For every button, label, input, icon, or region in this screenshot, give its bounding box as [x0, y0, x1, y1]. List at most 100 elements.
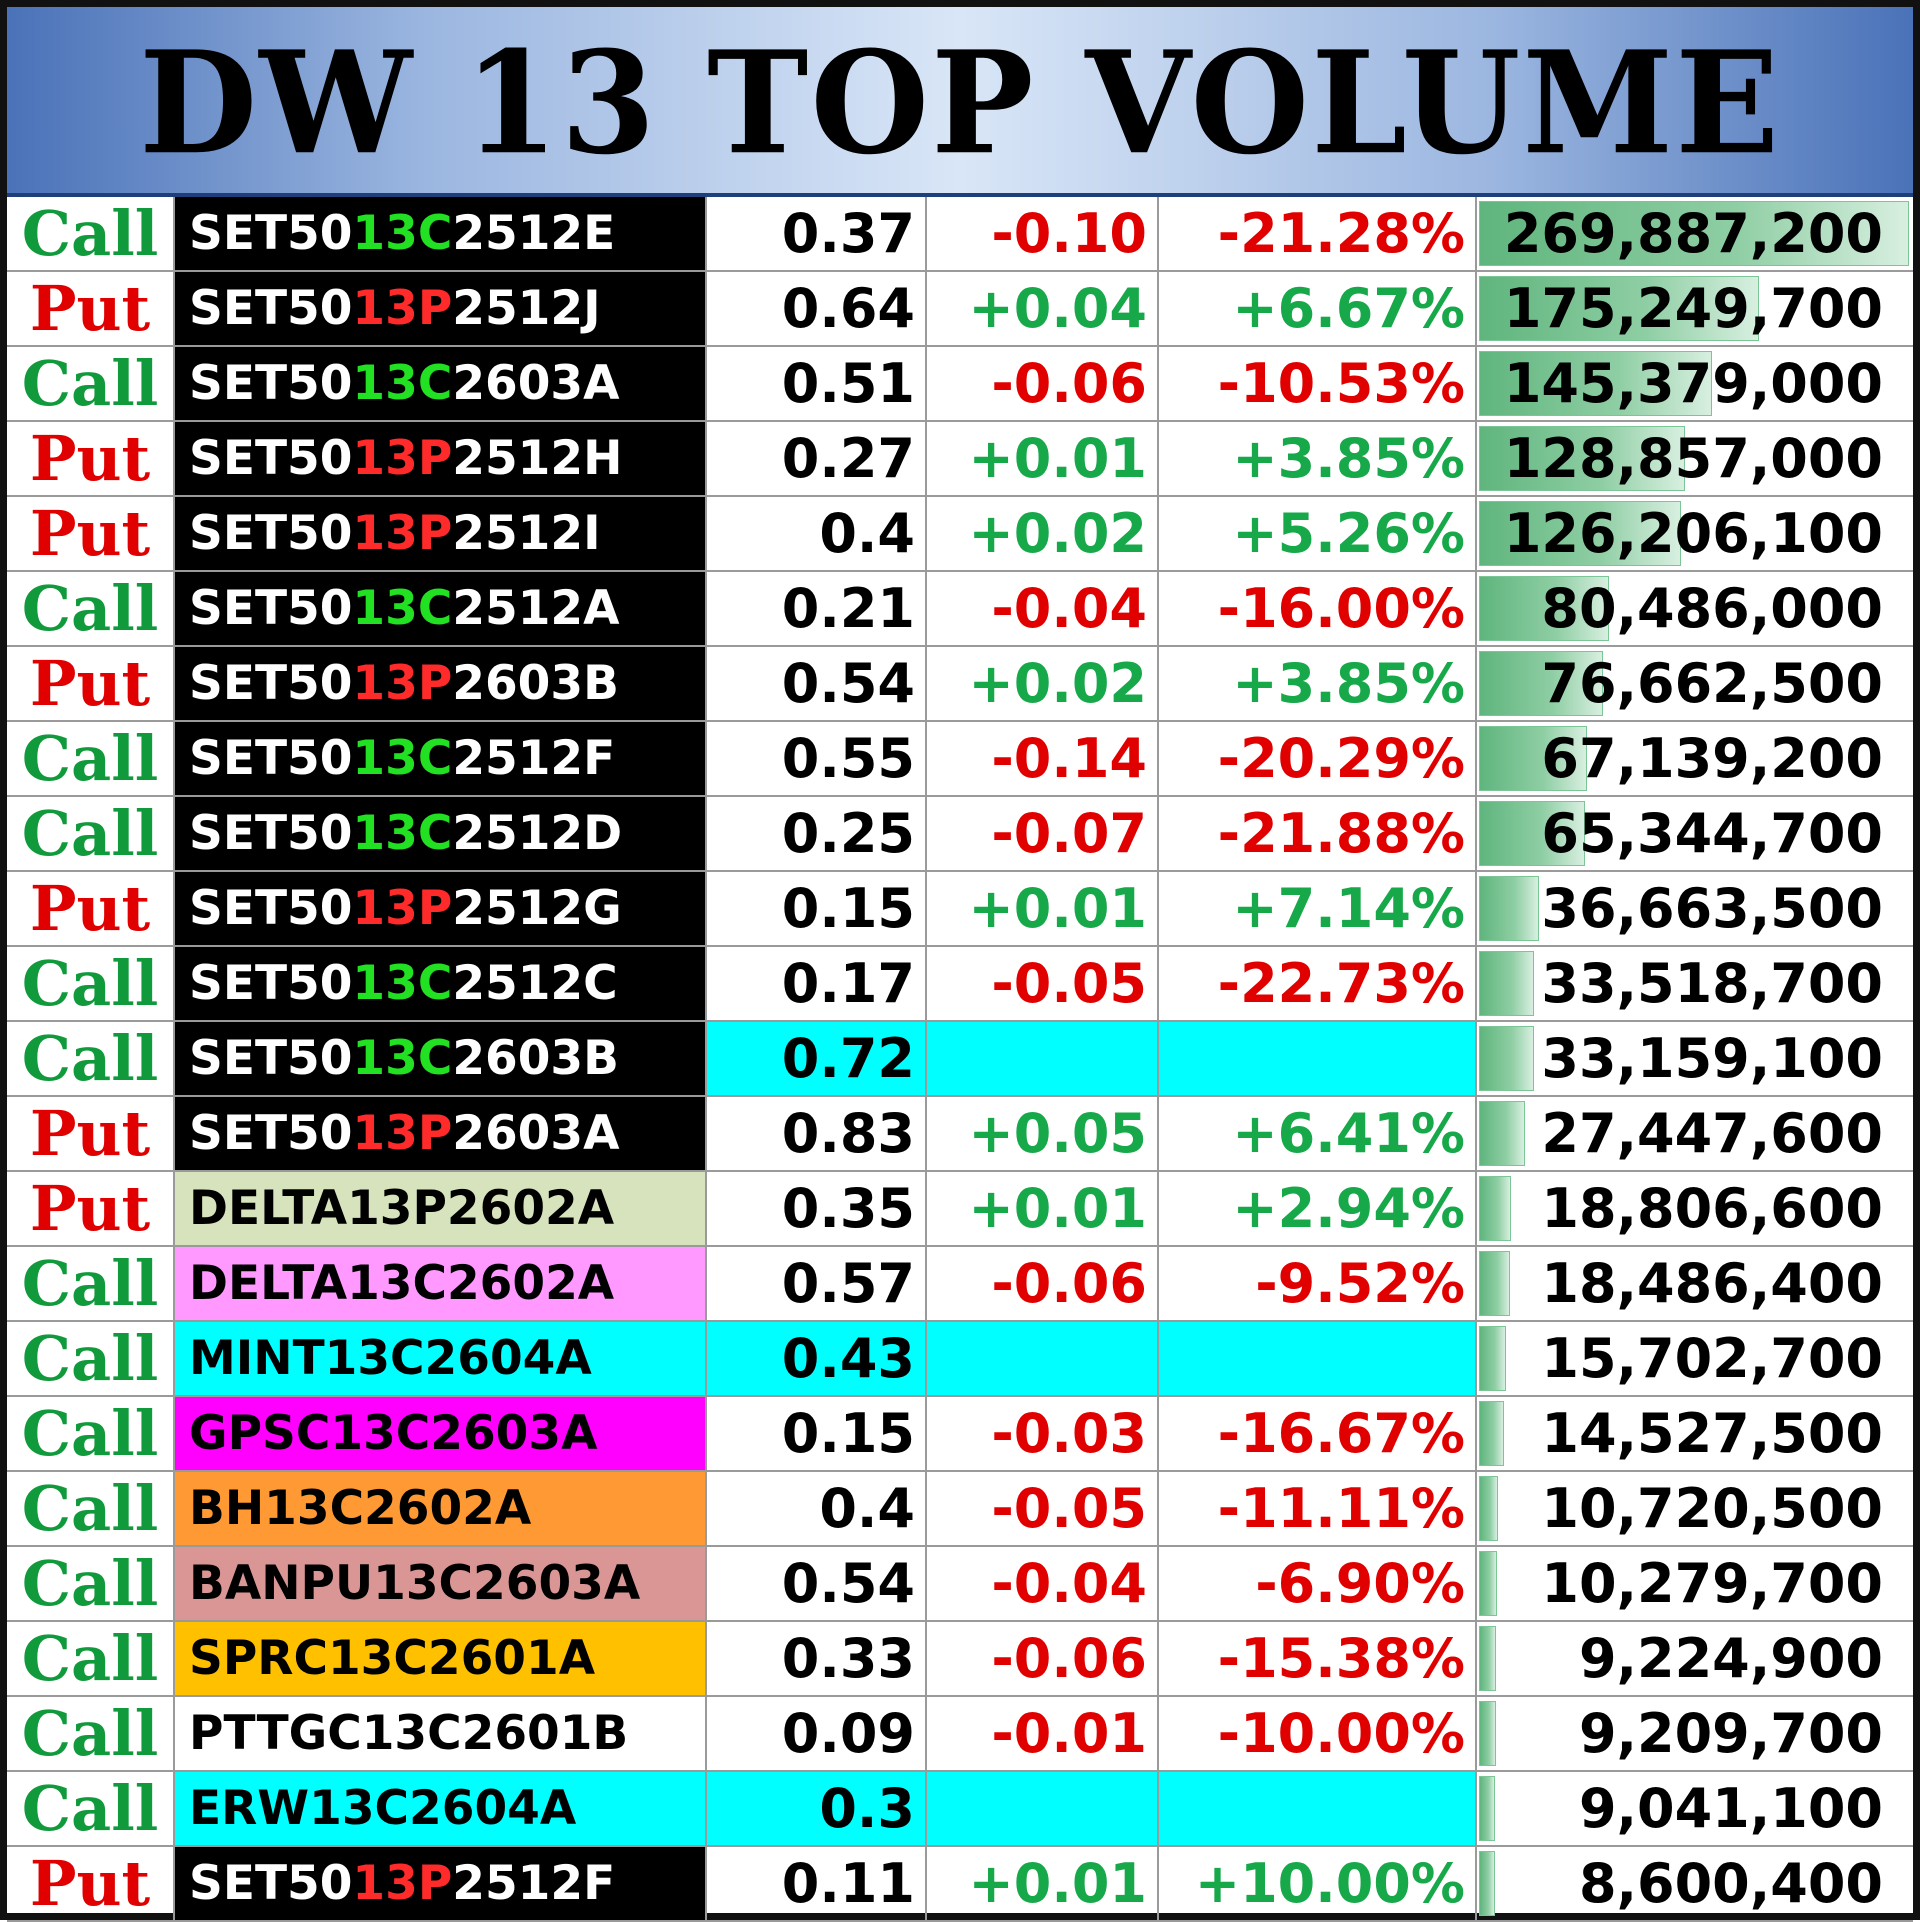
volume-value: 65,344,700 — [1541, 802, 1883, 865]
price-cell: 0.3 — [707, 1772, 927, 1845]
symbol-prefix: SET50 — [189, 356, 353, 411]
percent-change-cell — [1159, 1322, 1477, 1395]
symbol-prefix: SET50 — [189, 806, 353, 861]
volume-value: 76,662,500 — [1541, 652, 1883, 715]
symbol-suffix: 2512F — [452, 731, 616, 786]
symbol-middle: 13P — [352, 656, 453, 711]
price-cell: 0.4 — [707, 1472, 927, 1545]
price-cell: 0.4 — [707, 497, 927, 570]
percent-change-cell: -6.90% — [1159, 1547, 1477, 1620]
volume-value: 9,224,900 — [1578, 1627, 1883, 1690]
type-cell: Put — [7, 647, 175, 720]
table-row: Put SET50 13P 2512J 0.64 +0.04 +6.67% 175,249,7… — [7, 272, 1913, 347]
volume-value: 10,720,500 — [1541, 1477, 1883, 1540]
volume-value: 10,279,700 — [1541, 1552, 1883, 1615]
symbol-suffix: 2603B — [452, 656, 619, 711]
percent-change-cell: +3.85% — [1159, 422, 1477, 495]
type-cell: Call — [7, 1397, 175, 1470]
price-cell: 0.15 — [707, 872, 927, 945]
type-cell: Call — [7, 1697, 175, 1770]
symbol-cell: SET50 13C 2512F — [175, 722, 707, 795]
percent-change-cell: +6.41% — [1159, 1097, 1477, 1170]
percent-change-cell: +3.85% — [1159, 647, 1477, 720]
volume-value: 14,527,500 — [1541, 1402, 1883, 1465]
volume-bar — [1479, 1701, 1496, 1766]
change-cell: +0.02 — [927, 497, 1159, 570]
volume-bar — [1479, 801, 1585, 866]
symbol-cell: DELTA13P2602A — [175, 1172, 707, 1245]
volume-bar — [1479, 1101, 1525, 1166]
symbol-prefix: SET50 — [189, 506, 353, 561]
volume-cell: 128,857,000 — [1477, 422, 1913, 495]
symbol-middle: 13P — [352, 506, 453, 561]
type-cell: Call — [7, 1472, 175, 1545]
symbol-cell: PTTGC13C2601B — [175, 1697, 707, 1770]
table-row: Call GPSC13C2603A 0.15 -0.03 -16.67% 14,527,5… — [7, 1397, 1913, 1472]
symbol-middle: 13P — [352, 1106, 453, 1161]
symbol-cell: SET50 13C 2603A — [175, 347, 707, 420]
symbol-middle: 13P — [352, 431, 453, 486]
symbol-suffix: 2512A — [452, 581, 620, 636]
symbol-prefix: SET50 — [189, 881, 353, 936]
volume-cell: 9,209,700 — [1477, 1697, 1913, 1770]
change-cell: -0.05 — [927, 1472, 1159, 1545]
volume-value: 145,379,000 — [1503, 352, 1883, 415]
volume-cell: 269,887,200 — [1477, 197, 1913, 270]
volume-value: 269,887,200 — [1503, 202, 1883, 265]
percent-change-cell: -15.38% — [1159, 1622, 1477, 1695]
symbol-middle: 13C — [352, 956, 453, 1011]
table-row: Put SET50 13P 2512G 0.15 +0.01 +7.14% 36,663,50… — [7, 872, 1913, 947]
symbol-cell: SPRC13C2601A — [175, 1622, 707, 1695]
symbol-cell: SET50 13P 2512I — [175, 497, 707, 570]
change-cell — [927, 1322, 1159, 1395]
symbol-cell: SET50 13C 2512E — [175, 197, 707, 270]
volume-table: Call SET50 13C 2512E 0.37 -0.10 -21.28% 269,887… — [7, 197, 1913, 1922]
volume-cell: 9,224,900 — [1477, 1622, 1913, 1695]
table-row: Call SET50 13C 2512E 0.37 -0.10 -21.28% 269,887… — [7, 197, 1913, 272]
change-cell: -0.06 — [927, 347, 1159, 420]
change-cell: -0.14 — [927, 722, 1159, 795]
price-cell: 0.54 — [707, 647, 927, 720]
percent-change-cell: +7.14% — [1159, 872, 1477, 945]
price-cell: 0.83 — [707, 1097, 927, 1170]
table-row: Call PTTGC13C2601B 0.09 -0.01 -10.00% 9,209,7… — [7, 1697, 1913, 1772]
symbol-cell: BANPU13C2603A — [175, 1547, 707, 1620]
symbol-cell: DELTA13C2602A — [175, 1247, 707, 1320]
volume-cell: 33,518,700 — [1477, 947, 1913, 1020]
volume-cell: 14,527,500 — [1477, 1397, 1913, 1470]
price-cell: 0.72 — [707, 1022, 927, 1095]
table-row: Put SET50 13P 2603B 0.54 +0.02 +3.85% 76,662,50… — [7, 647, 1913, 722]
table-row: Call SPRC13C2601A 0.33 -0.06 -15.38% 9,224,90… — [7, 1622, 1913, 1697]
symbol-cell: SET50 13C 2512C — [175, 947, 707, 1020]
volume-cell: 126,206,100 — [1477, 497, 1913, 570]
change-cell — [927, 1772, 1159, 1845]
symbol-cell: SET50 13C 2512A — [175, 572, 707, 645]
change-cell: -0.10 — [927, 197, 1159, 270]
symbol-cell: SET50 13P 2512J — [175, 272, 707, 345]
symbol-cell: ERW13C2604A — [175, 1772, 707, 1845]
symbol-cell: SET50 13P 2603A — [175, 1097, 707, 1170]
symbol-cell: BH13C2602A — [175, 1472, 707, 1545]
symbol-prefix: SET50 — [189, 1856, 353, 1911]
type-cell: Call — [7, 947, 175, 1020]
price-cell: 0.54 — [707, 1547, 927, 1620]
symbol-suffix: 2512G — [452, 881, 622, 936]
volume-cell: 15,702,700 — [1477, 1322, 1913, 1395]
volume-value: 9,041,100 — [1578, 1777, 1883, 1840]
table-row: Call SET50 13C 2603A 0.51 -0.06 -10.53% 145,379… — [7, 347, 1913, 422]
table-row: Put SET50 13P 2512F 0.11 +0.01 +10.00% 8,600,40… — [7, 1847, 1913, 1922]
type-cell: Call — [7, 722, 175, 795]
price-cell: 0.11 — [707, 1847, 927, 1920]
volume-bar — [1479, 576, 1609, 641]
volume-cell: 18,486,400 — [1477, 1247, 1913, 1320]
percent-change-cell: +10.00% — [1159, 1847, 1477, 1920]
symbol-cell: SET50 13P 2512G — [175, 872, 707, 945]
change-cell — [927, 1022, 1159, 1095]
volume-bar — [1479, 501, 1681, 566]
symbol-prefix: SET50 — [189, 431, 353, 486]
volume-cell: 10,720,500 — [1477, 1472, 1913, 1545]
type-cell: Put — [7, 1172, 175, 1245]
table-row: Call DELTA13C2602A 0.57 -0.06 -9.52% 18,486,4… — [7, 1247, 1913, 1322]
type-cell: Put — [7, 1097, 175, 1170]
